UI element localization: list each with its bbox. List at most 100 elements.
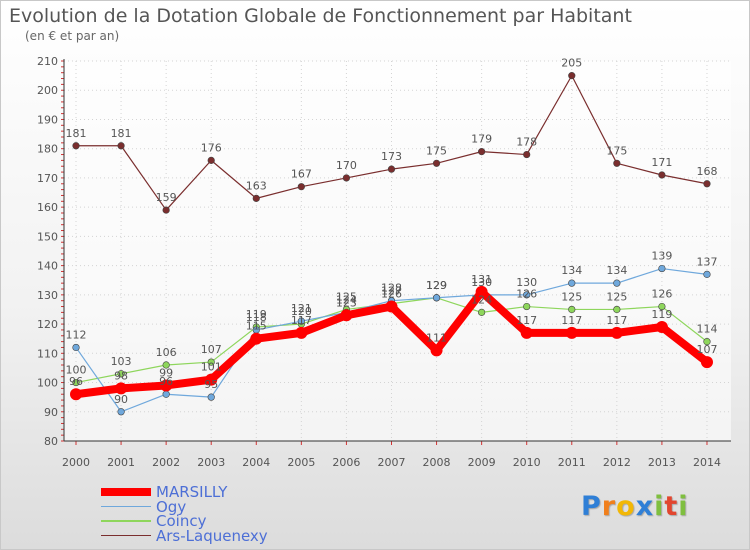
x-tick-label: 2002	[152, 456, 180, 469]
data-label-ogy: 130	[516, 276, 537, 289]
logo-letter: i	[678, 491, 689, 522]
data-label-marsilly: 111	[426, 331, 447, 344]
x-tick-label: 2014	[693, 456, 721, 469]
data-label-ogy: 121	[291, 302, 312, 315]
point-ogy	[568, 279, 576, 287]
data-label-marsilly: 117	[516, 314, 537, 327]
point-ogy	[613, 279, 621, 287]
data-label-ogy: 124	[336, 293, 357, 306]
point-marsilly	[475, 285, 488, 298]
logo-letter: o	[616, 491, 636, 522]
data-label-coincy: 127	[381, 285, 402, 298]
y-tick-label: 100	[37, 377, 58, 390]
point-ars-laquenexy	[523, 150, 531, 159]
point-ogy	[117, 408, 125, 416]
axis-layer: 8090100110120130140150160170180190200210…	[37, 55, 731, 469]
x-tick-label: 2006	[332, 456, 360, 469]
y-tick-label: 80	[44, 435, 58, 448]
data-label-coincy: 126	[651, 288, 672, 301]
point-marsilly	[700, 356, 713, 369]
data-label-ogy: 96	[159, 375, 173, 388]
data-label-ars-laquenexy: 175	[606, 144, 627, 157]
point-marsilly	[340, 309, 353, 322]
data-label-ars-laquenexy: 159	[156, 191, 177, 204]
data-label-ogy: 134	[606, 264, 627, 277]
x-tick-label: 2009	[468, 456, 496, 469]
legend-swatch-ogy	[101, 505, 151, 508]
data-label-ogy: 112	[66, 328, 87, 341]
data-label-ars-laquenexy: 170	[336, 159, 357, 172]
data-label-ogy: 128	[381, 282, 402, 295]
data-label-marsilly: 98	[114, 369, 128, 382]
data-label-ars-laquenexy: 168	[696, 165, 717, 178]
logo-letter: P	[581, 491, 602, 522]
point-coincy	[523, 302, 531, 311]
data-label-ars-laquenexy: 171	[651, 156, 672, 169]
y-tick-label: 180	[37, 143, 58, 156]
point-coincy	[703, 338, 711, 346]
point-marsilly	[655, 321, 668, 333]
data-label-coincy: 129	[426, 279, 447, 292]
chart-subtitle: (en € et par an)	[25, 29, 120, 43]
point-ars-laquenexy	[613, 159, 621, 167]
legend-swatch-marsilly	[101, 488, 151, 496]
y-tick-label: 210	[37, 55, 58, 68]
y-tick-label: 200	[37, 84, 58, 97]
point-marsilly	[160, 379, 173, 392]
legend-label-marsilly: MARSILLY	[156, 483, 228, 501]
point-coincy	[568, 305, 576, 314]
point-marsilly	[565, 326, 578, 339]
point-marsilly	[115, 382, 128, 395]
data-label-coincy: 107	[201, 343, 222, 356]
data-label-marsilly: 119	[651, 308, 672, 321]
data-label-ogy: 134	[561, 264, 582, 277]
point-ars-laquenexy	[252, 194, 260, 202]
point-ars-laquenexy	[568, 72, 576, 80]
series-layer	[70, 72, 713, 416]
data-label-coincy: 125	[336, 290, 357, 303]
x-tick-label: 2010	[513, 456, 541, 469]
point-ogy	[658, 264, 666, 273]
point-marsilly	[295, 326, 308, 339]
data-label-coincy: 125	[606, 290, 627, 303]
data-label-marsilly: 117	[606, 314, 627, 327]
y-tick-label: 90	[44, 406, 58, 419]
y-tick-label: 170	[37, 172, 58, 185]
data-label-coincy: 125	[561, 290, 582, 303]
data-label-ars-laquenexy: 167	[291, 168, 312, 181]
proxiti-logo: Proxiti	[581, 491, 689, 522]
data-label-ogy: 130	[471, 276, 492, 289]
point-marsilly	[610, 326, 623, 339]
point-ogy	[703, 270, 711, 278]
data-label-marsilly: 131	[471, 273, 492, 286]
data-label-ars-laquenexy: 178	[516, 136, 537, 149]
data-label-coincy: 100	[66, 364, 87, 377]
legend-label-ogy: Ogy	[156, 497, 187, 516]
point-ars-laquenexy	[117, 142, 125, 150]
y-tick-label: 110	[37, 347, 58, 360]
point-ars-laquenexy	[342, 174, 351, 182]
point-ars-laquenexy	[703, 180, 711, 188]
point-ars-laquenexy	[162, 206, 170, 214]
data-label-marsilly: 101	[201, 361, 222, 374]
data-label-coincy: 120	[291, 305, 312, 318]
x-tick-label: 2008	[423, 456, 451, 469]
x-tick-label: 2003	[197, 456, 225, 469]
data-label-marsilly: 107	[696, 343, 717, 356]
x-tick-label: 2012	[603, 456, 631, 469]
point-coincy	[72, 378, 80, 387]
data-label-coincy: 119	[246, 308, 267, 321]
chart-title: Evolution de la Dotation Globale de Fonc…	[9, 5, 632, 27]
data-label-marsilly: 123	[336, 296, 357, 309]
logo-letter: i	[654, 491, 665, 522]
data-label-ars-laquenexy: 175	[426, 144, 447, 157]
x-tick-label: 2004	[242, 456, 270, 469]
plot-area	[64, 61, 731, 441]
point-ars-laquenexy	[478, 148, 486, 156]
data-label-marsilly: 96	[69, 375, 83, 388]
point-coincy	[162, 361, 170, 369]
data-label-ars-laquenexy: 179	[471, 133, 492, 146]
x-tick-label: 2007	[377, 456, 405, 469]
point-ars-laquenexy	[297, 183, 305, 191]
